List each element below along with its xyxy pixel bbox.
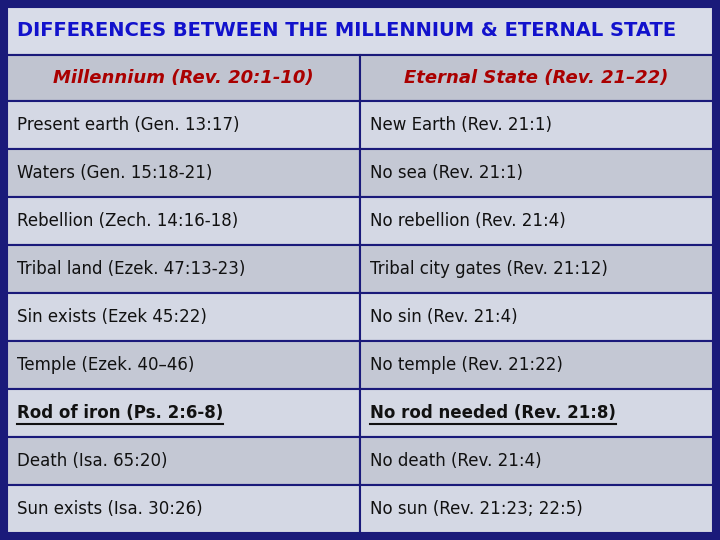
Text: Temple (Ezek. 40–46): Temple (Ezek. 40–46) [17, 356, 194, 374]
Text: Present earth (Gen. 13:17): Present earth (Gen. 13:17) [17, 116, 240, 134]
Text: No sun (Rev. 21:23; 22:5): No sun (Rev. 21:23; 22:5) [370, 500, 582, 518]
Text: Waters (Gen. 15:18-21): Waters (Gen. 15:18-21) [17, 164, 212, 182]
Text: No rod needed (Rev. 21:8): No rod needed (Rev. 21:8) [370, 404, 616, 422]
Text: Death (Isa. 65:20): Death (Isa. 65:20) [17, 452, 168, 470]
Text: Eternal State (Rev. 21–22): Eternal State (Rev. 21–22) [405, 69, 669, 87]
Bar [360, 149, 713, 197]
Bar [360, 55, 713, 101]
Text: Sun exists (Isa. 30:26): Sun exists (Isa. 30:26) [17, 500, 202, 518]
Text: No death (Rev. 21:4): No death (Rev. 21:4) [370, 452, 541, 470]
Text: Tribal land (Ezek. 47:13-23): Tribal land (Ezek. 47:13-23) [17, 260, 246, 278]
Bar [360, 101, 713, 149]
Bar [360, 389, 713, 437]
Bar [7, 485, 360, 533]
Bar [7, 437, 360, 485]
Bar [7, 101, 360, 149]
Text: New Earth (Rev. 21:1): New Earth (Rev. 21:1) [370, 116, 552, 134]
Bar [360, 197, 713, 245]
Text: No rebellion (Rev. 21:4): No rebellion (Rev. 21:4) [370, 212, 566, 230]
Bar [360, 437, 713, 485]
Text: No temple (Rev. 21:22): No temple (Rev. 21:22) [370, 356, 563, 374]
Text: No sea (Rev. 21:1): No sea (Rev. 21:1) [370, 164, 523, 182]
Bar [7, 245, 360, 293]
Text: No sin (Rev. 21:4): No sin (Rev. 21:4) [370, 308, 518, 326]
Bar [7, 197, 360, 245]
Text: Sin exists (Ezek 45:22): Sin exists (Ezek 45:22) [17, 308, 207, 326]
Bar [360, 485, 713, 533]
Bar [7, 341, 360, 389]
Bar [7, 55, 360, 101]
Bar [7, 7, 713, 55]
Text: DIFFERENCES BETWEEN THE MILLENNIUM & ETERNAL STATE: DIFFERENCES BETWEEN THE MILLENNIUM & ETE… [17, 22, 676, 40]
Text: Tribal city gates (Rev. 21:12): Tribal city gates (Rev. 21:12) [370, 260, 608, 278]
Bar [360, 293, 713, 341]
Text: Rebellion (Zech. 14:16-18): Rebellion (Zech. 14:16-18) [17, 212, 238, 230]
Bar [360, 341, 713, 389]
Text: Rod of iron (Ps. 2:6-8): Rod of iron (Ps. 2:6-8) [17, 404, 223, 422]
Bar [360, 245, 713, 293]
Text: Millennium (Rev. 20:1-10): Millennium (Rev. 20:1-10) [53, 69, 314, 87]
Bar [7, 293, 360, 341]
Bar [7, 389, 360, 437]
Bar [7, 149, 360, 197]
